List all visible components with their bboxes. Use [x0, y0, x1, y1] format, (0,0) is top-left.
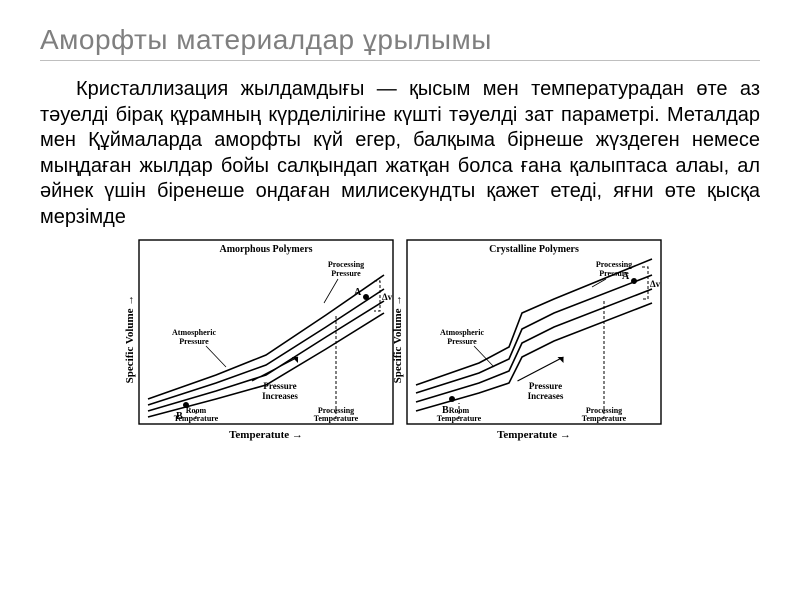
left-chart: Specific Volume → Amorphous PolymersABΔv… [136, 237, 396, 441]
svg-text:Temperature: Temperature [314, 414, 359, 423]
left-chart-svg: Amorphous PolymersABΔvRoomTemperaturePro… [136, 237, 396, 427]
paragraph-text: Кристаллизация жылдамдығы — қысым мен те… [40, 77, 760, 231]
svg-text:Increases: Increases [262, 391, 298, 401]
svg-text:A: A [354, 287, 362, 298]
chart-row: Specific Volume → Amorphous PolymersABΔv… [40, 237, 760, 441]
svg-text:Increases: Increases [528, 391, 564, 401]
svg-text:Processing: Processing [328, 260, 364, 269]
svg-text:Temperature: Temperature [174, 414, 219, 423]
svg-text:Pressure: Pressure [447, 337, 477, 346]
svg-text:Pressure: Pressure [179, 337, 209, 346]
x-axis-label: Temperatute → [136, 429, 396, 441]
svg-text:Pressure: Pressure [599, 269, 629, 278]
x-axis-label: Temperatute → [404, 429, 664, 441]
svg-text:Temperature: Temperature [582, 414, 627, 423]
svg-text:Amorphous Polymers: Amorphous Polymers [219, 244, 312, 255]
svg-text:Δv: Δv [650, 279, 661, 289]
svg-text:Crystalline Polymers: Crystalline Polymers [489, 244, 579, 255]
svg-text:Pressure: Pressure [263, 381, 296, 391]
svg-text:Processing: Processing [596, 260, 632, 269]
y-axis-label: Specific Volume → [392, 294, 404, 383]
right-chart-svg: Crystalline PolymersABΔvRoomTemperatureP… [404, 237, 664, 427]
page-title: Аморфты материалдар ұрылымы [40, 24, 760, 61]
svg-text:Temperature: Temperature [437, 414, 482, 423]
svg-text:Atmospheric: Atmospheric [172, 328, 216, 337]
svg-text:Atmospheric: Atmospheric [440, 328, 484, 337]
right-chart: Specific Volume → Crystalline PolymersAB… [404, 237, 664, 441]
y-axis-label: Specific Volume → [124, 294, 136, 383]
svg-text:Pressure: Pressure [529, 381, 562, 391]
svg-text:Pressure: Pressure [331, 269, 361, 278]
